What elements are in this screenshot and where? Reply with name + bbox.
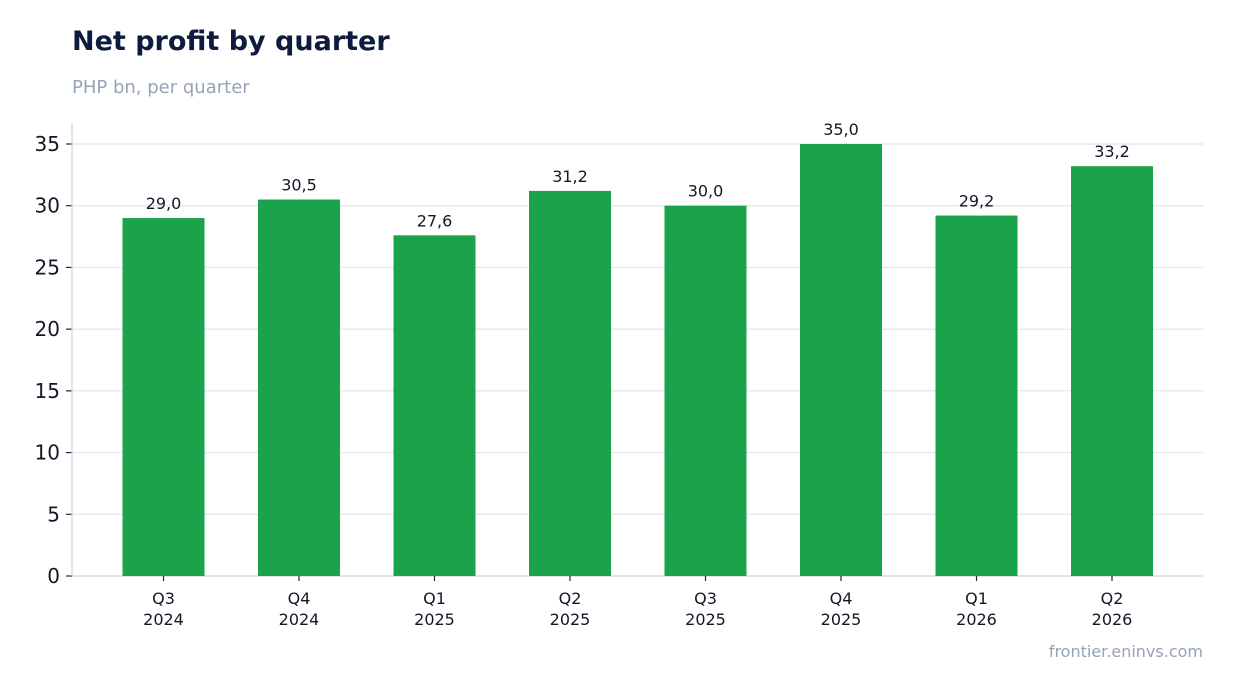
source-credit: frontier.eninvs.com — [1048, 642, 1203, 661]
y-tick-label: 35 — [35, 132, 60, 156]
x-tick-label-quarter: Q3 — [152, 589, 175, 608]
y-tick-label: 10 — [35, 441, 60, 465]
bar-value-label: 31,2 — [552, 167, 588, 186]
x-tick-label-year: 2024 — [143, 610, 184, 629]
x-tick-label-year: 2024 — [279, 610, 320, 629]
y-tick-label: 15 — [35, 379, 60, 403]
bar-value-label: 29,2 — [959, 192, 995, 211]
x-tick-label-quarter: Q2 — [559, 589, 582, 608]
bars — [122, 144, 1153, 577]
bar — [529, 190, 611, 576]
gridlines — [72, 143, 1203, 515]
y-tick-label: 20 — [35, 317, 60, 341]
bar-value-label: 35,0 — [823, 120, 859, 139]
y-tick-label: 25 — [35, 255, 60, 279]
bar-value-label: 30,0 — [688, 182, 724, 201]
y-tick-label: 0 — [47, 564, 60, 588]
bar-value-label: 33,2 — [1094, 142, 1130, 161]
x-tick-label-year: 2025 — [685, 610, 726, 629]
x-tick-label-year: 2025 — [414, 610, 455, 629]
bar — [1071, 166, 1153, 576]
chart-subtitle: PHP bn, per quarter — [72, 77, 250, 98]
x-tick-label-quarter: Q1 — [423, 589, 446, 608]
x-tick-label-year: 2025 — [821, 610, 862, 629]
axes — [66, 123, 1203, 581]
x-tick-label-quarter: Q4 — [288, 589, 311, 608]
x-tick-label-quarter: Q1 — [965, 589, 988, 608]
bar — [800, 144, 882, 576]
bar — [258, 199, 340, 577]
bar-value-label: 29,0 — [146, 194, 182, 213]
labels: 0510152025303529,0Q3202430,5Q4202427,6Q1… — [35, 120, 1133, 629]
x-tick-label-year: 2026 — [1092, 610, 1133, 629]
bar — [935, 215, 1018, 577]
x-tick-label-year: 2026 — [956, 610, 997, 629]
x-tick-label-year: 2025 — [550, 610, 591, 629]
x-tick-label-quarter: Q4 — [830, 589, 853, 608]
bar-value-label: 27,6 — [417, 211, 453, 230]
bar-value-label: 30,5 — [281, 176, 317, 195]
y-tick-label: 5 — [47, 502, 60, 526]
y-tick-label: 30 — [35, 194, 60, 218]
bar — [393, 235, 476, 576]
chart-title: Net profit by quarter — [72, 26, 390, 57]
bar — [122, 218, 205, 577]
x-tick-label-quarter: Q2 — [1101, 589, 1124, 608]
bar — [664, 205, 747, 576]
x-tick-label-quarter: Q3 — [694, 589, 717, 608]
